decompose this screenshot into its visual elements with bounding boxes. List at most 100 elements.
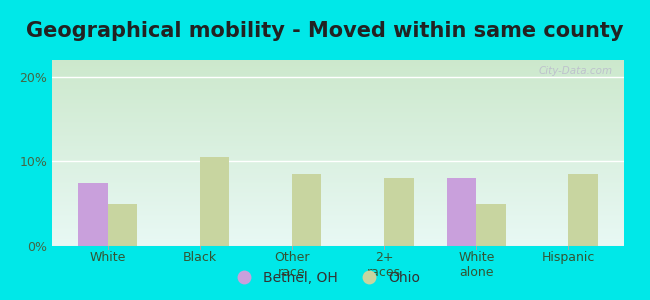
Bar [52, 90, 624, 91]
Bar [52, 75, 624, 76]
Bar [52, 119, 624, 120]
Bar [52, 145, 624, 146]
Bar [569, 174, 598, 246]
Bar [52, 177, 624, 178]
Bar [52, 170, 624, 171]
Bar [52, 74, 624, 75]
Bar [52, 206, 624, 207]
Bar [52, 82, 624, 83]
Bar [52, 229, 624, 230]
Bar [52, 202, 624, 203]
Bar [52, 221, 624, 222]
Bar [52, 171, 624, 172]
Bar [52, 130, 624, 131]
Bar [52, 101, 624, 102]
Bar [52, 98, 624, 99]
Bar [52, 115, 624, 116]
Bar [52, 127, 624, 128]
Bar [52, 223, 624, 224]
Bar [52, 64, 624, 66]
Bar [78, 183, 107, 246]
Bar [52, 102, 624, 103]
Bar [52, 67, 624, 68]
Bar [52, 179, 624, 180]
Bar [52, 236, 624, 237]
Bar [52, 203, 624, 204]
Bar [52, 227, 624, 228]
Bar [52, 160, 624, 161]
Bar [52, 169, 624, 170]
Bar [52, 172, 624, 173]
Bar [52, 151, 624, 152]
Bar [52, 204, 624, 205]
Bar [52, 142, 624, 143]
Bar [52, 116, 624, 117]
Bar [52, 235, 624, 236]
Bar [52, 80, 624, 81]
Bar [52, 241, 624, 242]
Bar [52, 192, 624, 193]
Bar [52, 157, 624, 158]
Bar [52, 211, 624, 212]
Bar [52, 150, 624, 151]
Bar [52, 70, 624, 71]
Bar [52, 233, 624, 234]
Bar [52, 196, 624, 197]
Bar [52, 168, 624, 169]
Bar [52, 215, 624, 216]
Bar [52, 218, 624, 219]
Text: Geographical mobility - Moved within same county: Geographical mobility - Moved within sam… [26, 21, 624, 41]
Bar [52, 110, 624, 111]
Bar [52, 244, 624, 245]
Bar [52, 214, 624, 215]
Bar [52, 180, 624, 181]
Bar [52, 162, 624, 163]
Bar [52, 122, 624, 123]
Bar [52, 219, 624, 220]
Bar [52, 230, 624, 231]
Bar [52, 190, 624, 191]
Bar [52, 149, 624, 150]
Bar [52, 161, 624, 162]
Bar [52, 69, 624, 70]
Bar [52, 83, 624, 84]
Bar [52, 71, 624, 72]
Bar [52, 173, 624, 174]
Bar [52, 237, 624, 238]
Bar [52, 217, 624, 218]
Bar [52, 205, 624, 206]
Bar [52, 153, 624, 154]
Bar [52, 86, 624, 87]
Bar [52, 220, 624, 221]
Bar [52, 135, 624, 136]
Bar [52, 143, 624, 144]
Bar [52, 136, 624, 137]
Bar [52, 132, 624, 133]
Bar [52, 208, 624, 209]
Bar [52, 146, 624, 147]
Bar [52, 238, 624, 239]
Bar [52, 159, 624, 160]
Bar [52, 118, 624, 119]
Bar [52, 148, 624, 149]
Bar [52, 156, 624, 157]
Bar [52, 97, 624, 98]
Bar [52, 139, 624, 140]
Bar [52, 99, 624, 100]
Bar [447, 178, 476, 246]
Bar [52, 92, 624, 94]
Bar [52, 178, 624, 179]
Legend: Bethel, OH, Ohio: Bethel, OH, Ohio [224, 265, 426, 290]
Bar [52, 85, 624, 86]
Bar [52, 91, 624, 92]
Bar [52, 134, 624, 135]
Bar [52, 228, 624, 229]
Bar [52, 189, 624, 190]
Bar [52, 226, 624, 227]
Bar [52, 154, 624, 155]
Bar [52, 232, 624, 233]
Bar [476, 204, 506, 246]
Bar [52, 216, 624, 217]
Bar [52, 72, 624, 73]
Bar [52, 107, 624, 108]
